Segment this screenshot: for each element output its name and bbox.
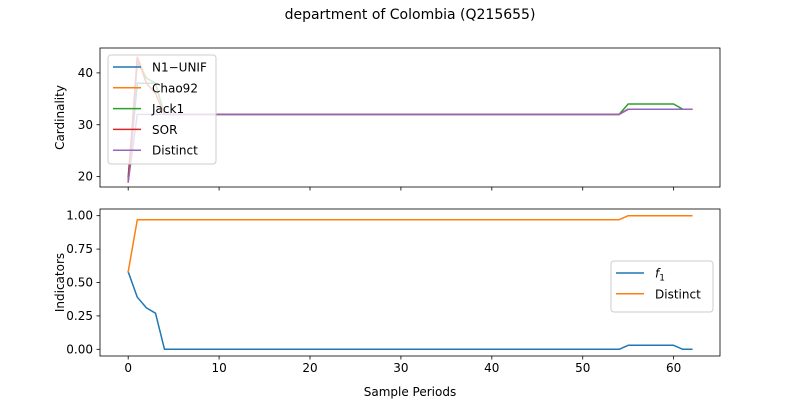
legend-label: Distinct — [152, 144, 198, 158]
y-tick-label: 0.25 — [66, 309, 93, 323]
x-tick-label: 40 — [484, 361, 499, 375]
y-tick-label: 0.00 — [66, 342, 93, 356]
x-tick-label: 60 — [666, 361, 681, 375]
legend: N1−UNIF Chao92 Jack1 SOR Distinct — [107, 54, 217, 165]
figure-title: department of Colombia (Q215655) — [285, 7, 536, 23]
y-axis-label: Cardinality — [53, 85, 67, 150]
axes-frame — [99, 47, 721, 188]
legend-label: Chao92 — [152, 81, 198, 95]
x-tick-label: 0 — [124, 361, 132, 375]
y-tick-label: 40 — [78, 66, 93, 80]
y-tick-label: 0.75 — [66, 242, 93, 256]
series-line — [127, 214, 693, 273]
panel-1: 20 30 40 Cardinality N1−UNIF Chao92 Jack1 SOR Di… — [53, 47, 721, 191]
legend-label: N1−UNIF — [152, 61, 207, 75]
x-axis-label: Sample Periods — [364, 385, 456, 399]
x-tick-label: 10 — [211, 361, 226, 375]
y-tick-label: 20 — [78, 170, 93, 184]
legend-label: Jack1 — [151, 102, 184, 116]
series-line — [127, 270, 693, 351]
y-tick-label: 0.50 — [66, 276, 93, 290]
legend-frame — [107, 54, 217, 165]
legend-label: f1 — [655, 267, 665, 284]
x-tick-label: 30 — [393, 361, 408, 375]
legend-label: SOR — [152, 123, 177, 137]
series-group — [127, 214, 693, 351]
x-tick-label: 50 — [575, 361, 590, 375]
y-tick-label: 30 — [78, 118, 93, 132]
legend-label: Distinct — [655, 287, 701, 301]
x-tick-label: 20 — [302, 361, 317, 375]
panel-2: 0 10 20 30 40 50 60 0.00 0.25 0.50 0.75 1.00 Indicat… — [53, 208, 721, 399]
y-tick-label: 1.00 — [66, 209, 93, 223]
y-axis-label: Indicators — [53, 253, 67, 312]
legend: f1 Distinct — [610, 260, 714, 313]
